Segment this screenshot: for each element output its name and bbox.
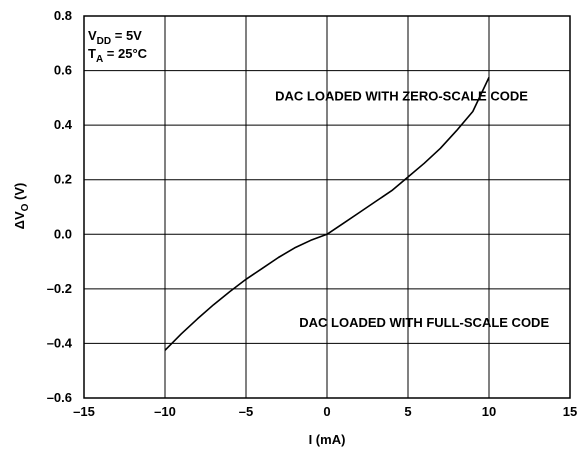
- y-tick-label: 0.4: [54, 117, 73, 132]
- x-tick-label: –15: [73, 404, 95, 419]
- annotations-layer: DAC LOADED WITH ZERO-SCALE CODE DAC LOADE…: [275, 89, 549, 330]
- y-tick-label: –0.2: [47, 281, 72, 296]
- x-tick-label: –5: [239, 404, 253, 419]
- plot-border: [83, 15, 571, 399]
- x-tick-label: 5: [404, 404, 411, 419]
- annotation-label: DAC LOADED WITH ZERO-SCALE CODE: [275, 89, 528, 104]
- y-tick-label: 0.8: [54, 8, 72, 23]
- x-axis-ticks: –15 –10 –5 0 5 10 15: [73, 404, 577, 419]
- y-tick-label: 0.2: [54, 172, 72, 187]
- x-axis-label: I (mA): [309, 432, 346, 447]
- y-tick-label: 0.6: [54, 63, 72, 78]
- condition-vdd: VDD = 5V: [88, 28, 142, 47]
- x-tick-label: –10: [154, 404, 176, 419]
- condition-ta: TA = 25°C: [88, 46, 148, 65]
- y-axis-ticks: –0.6 –0.4 –0.2 0.0 0.2 0.4 0.6 0.8: [47, 8, 73, 405]
- x-tick-label: 15: [563, 404, 577, 419]
- series-line: [164, 77, 490, 351]
- series-layer: [164, 77, 490, 351]
- plot-frame: [83, 15, 571, 399]
- x-tick-label: 10: [482, 404, 496, 419]
- y-tick-label: 0.0: [54, 226, 72, 241]
- annotation-label: DAC LOADED WITH FULL-SCALE CODE: [299, 315, 549, 330]
- grid-lines: [84, 16, 570, 398]
- y-tick-label: –0.4: [47, 335, 73, 350]
- y-tick-label: –0.6: [47, 390, 72, 405]
- y-axis-label: ΔVO (V): [12, 183, 31, 230]
- x-tick-label: 0: [323, 404, 330, 419]
